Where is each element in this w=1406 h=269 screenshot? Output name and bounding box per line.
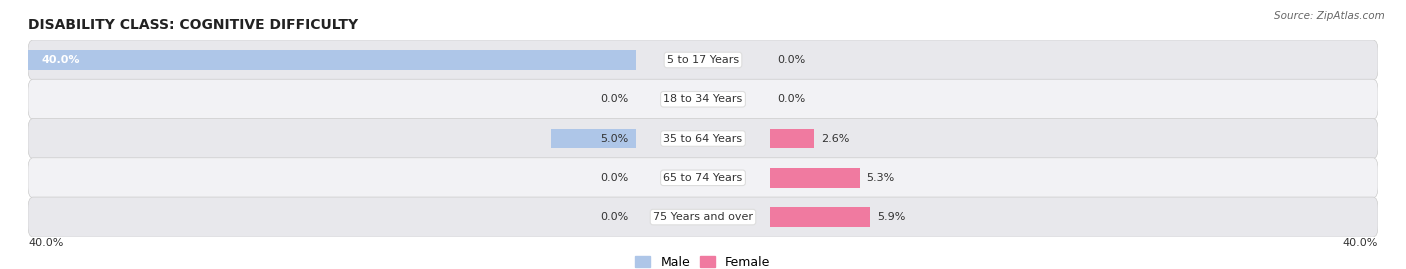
Legend: Male, Female: Male, Female	[630, 251, 776, 269]
Text: 40.0%: 40.0%	[1343, 238, 1378, 247]
FancyBboxPatch shape	[28, 79, 1378, 119]
Text: 2.6%: 2.6%	[821, 133, 849, 144]
Text: 18 to 34 Years: 18 to 34 Years	[664, 94, 742, 104]
Text: Source: ZipAtlas.com: Source: ZipAtlas.com	[1274, 11, 1385, 21]
Text: 40.0%: 40.0%	[28, 238, 63, 247]
Text: 0.0%: 0.0%	[778, 55, 806, 65]
Bar	[770, 168, 860, 188]
Text: 5.9%: 5.9%	[877, 212, 905, 222]
Text: 65 to 74 Years: 65 to 74 Years	[664, 173, 742, 183]
Text: 0.0%: 0.0%	[600, 94, 628, 104]
Bar	[770, 129, 814, 148]
Text: 35 to 64 Years: 35 to 64 Years	[664, 133, 742, 144]
FancyBboxPatch shape	[28, 197, 1378, 237]
FancyBboxPatch shape	[28, 158, 1378, 198]
Text: 5 to 17 Years: 5 to 17 Years	[666, 55, 740, 65]
Bar	[0, 50, 636, 70]
Text: 75 Years and over: 75 Years and over	[652, 212, 754, 222]
FancyBboxPatch shape	[28, 40, 1378, 80]
Bar	[551, 129, 636, 148]
FancyBboxPatch shape	[28, 119, 1378, 158]
Bar	[770, 207, 870, 227]
Text: DISABILITY CLASS: COGNITIVE DIFFICULTY: DISABILITY CLASS: COGNITIVE DIFFICULTY	[28, 18, 359, 32]
Text: 0.0%: 0.0%	[778, 94, 806, 104]
Text: 40.0%: 40.0%	[42, 55, 80, 65]
Text: 5.0%: 5.0%	[600, 133, 628, 144]
Text: 0.0%: 0.0%	[600, 173, 628, 183]
Text: 0.0%: 0.0%	[600, 212, 628, 222]
Text: 5.3%: 5.3%	[866, 173, 894, 183]
